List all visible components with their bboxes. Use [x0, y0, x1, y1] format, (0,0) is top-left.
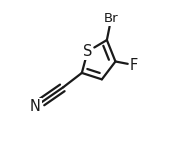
Text: F: F — [130, 58, 138, 73]
Text: S: S — [83, 44, 92, 59]
Text: N: N — [30, 99, 41, 114]
Text: Br: Br — [104, 12, 118, 25]
